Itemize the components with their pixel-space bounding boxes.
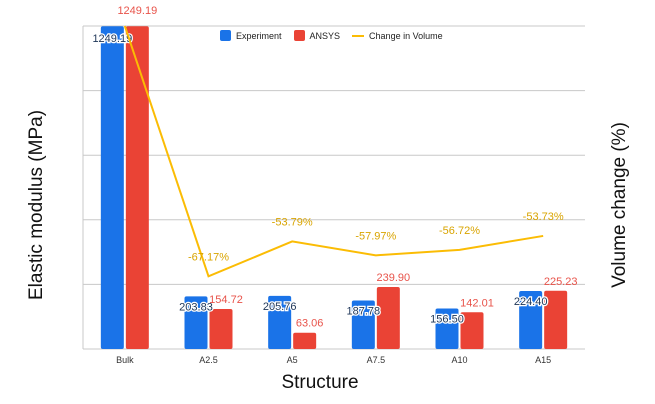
bar-experiment — [435, 308, 459, 349]
legend-swatch-experiment — [220, 30, 231, 41]
data-label-volume: -53.73% — [523, 211, 564, 223]
bar-ansys — [544, 290, 568, 349]
legend-label-ansys: ANSYS — [309, 30, 341, 41]
data-label-ansys: 63.06 — [296, 318, 324, 330]
y2-axis-label: Volume change (%) — [609, 122, 630, 288]
legend-item-volume: Change in Volume — [352, 31, 443, 41]
x-tick-label: Bulk — [116, 355, 134, 365]
data-label-experiment: 187.78 — [347, 305, 381, 317]
data-label-experiment: 1249.19 — [92, 33, 132, 45]
data-label-volume: -67.17% — [188, 251, 229, 263]
x-axis-label: Structure — [281, 372, 359, 393]
x-tick-label: A15 — [535, 355, 551, 365]
legend-label-experiment: Experiment — [236, 30, 282, 41]
x-tick-label: A7.5 — [367, 355, 386, 365]
bar-ansys — [293, 332, 317, 349]
data-label-volume: -57.97% — [355, 230, 396, 242]
legend-swatch-ansys — [293, 30, 305, 41]
data-label-experiment: 156.50 — [430, 314, 464, 326]
data-label-ansys: 225.23 — [544, 276, 578, 288]
data-label-experiment: 224.40 — [514, 296, 548, 308]
data-label-ansys: 142.01 — [460, 297, 494, 309]
legend-label-volume: Change in Volume — [369, 30, 443, 41]
legend-swatch-volume — [352, 34, 365, 37]
x-tick-label: A2.5 — [199, 355, 218, 365]
bar-ansys — [209, 309, 233, 349]
data-label-experiment: 203.83 — [179, 301, 213, 313]
bar-experiment — [100, 26, 124, 350]
x-tick-label: A10 — [451, 355, 467, 365]
data-label-experiment: 205.76 — [263, 301, 297, 313]
bar-experiment — [268, 295, 292, 349]
legend: Experiment ANSYS Change in Volume — [220, 30, 443, 41]
data-label-ansys: 239.90 — [377, 272, 411, 284]
legend-item-ansys: ANSYS — [293, 30, 341, 41]
data-label-volume: -53.79% — [272, 216, 313, 228]
legend-item-experiment: Experiment — [220, 30, 282, 41]
data-label-ansys: 1249.19 — [117, 5, 157, 17]
bar-ansys — [125, 26, 149, 350]
bar-ansys — [460, 312, 484, 349]
bar-experiment — [184, 296, 208, 349]
bar-experiment — [351, 300, 375, 349]
bar-experiment — [519, 291, 543, 349]
y-axis-label: Elastic modulus (MPa) — [26, 109, 47, 301]
line-change-in-volume — [123, 25, 544, 278]
data-label-ansys: 154.72 — [209, 294, 243, 306]
bar-ansys — [376, 287, 400, 349]
data-label-volume: -56.72% — [439, 225, 480, 237]
x-tick-label: A5 — [287, 355, 298, 365]
